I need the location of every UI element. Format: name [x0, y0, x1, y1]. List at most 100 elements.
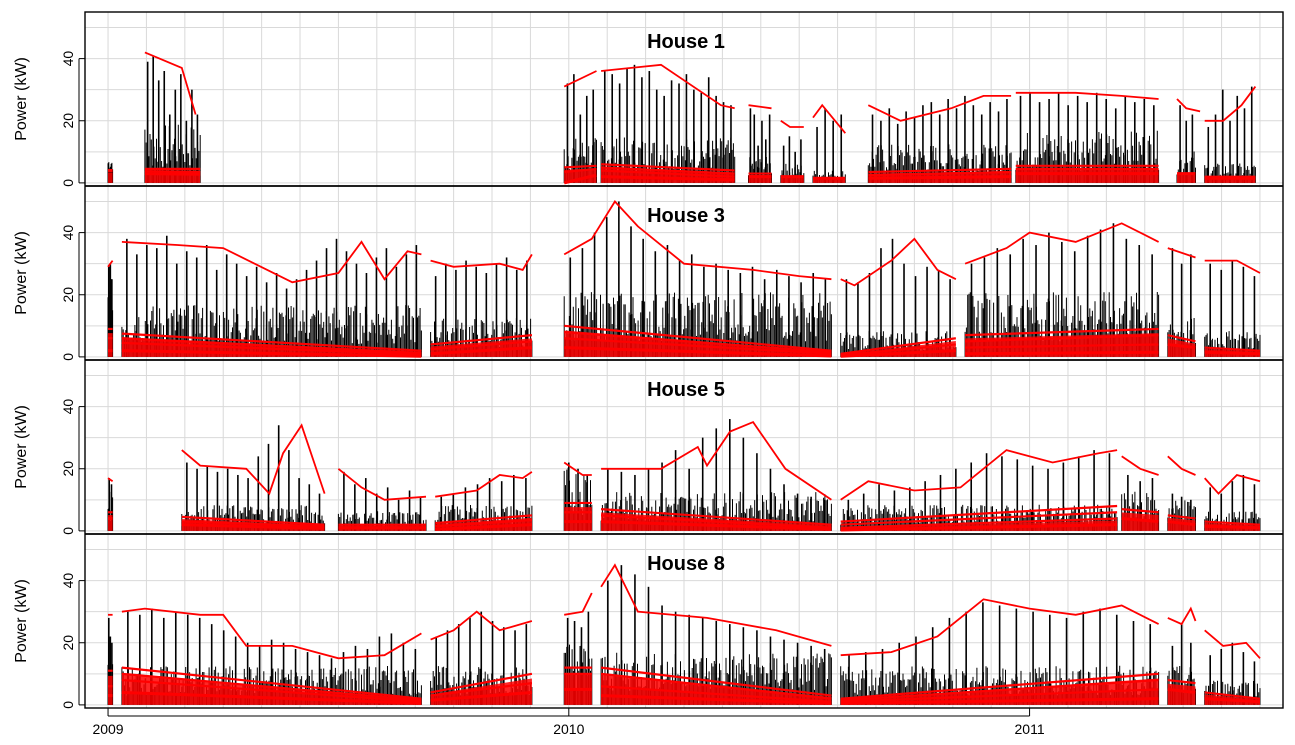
y-tick-label: 20: [60, 635, 76, 651]
panel-house-3: House 3 0 20 40 Power (kW): [13, 185, 1283, 361]
data-segment: [600, 63, 736, 183]
x-tick-label: 2011: [1015, 721, 1045, 737]
quantile-line: [430, 672, 533, 694]
data-segment: [563, 70, 597, 185]
quantile-area: [1121, 512, 1159, 531]
plot-frame: [84, 11, 1284, 709]
quantile-area: [108, 675, 113, 705]
panel-title: House 3: [647, 205, 725, 227]
max-envelope: [867, 95, 1012, 122]
quantile-line: [1204, 691, 1261, 700]
data-segment: [780, 120, 805, 183]
quantile-area: [564, 168, 597, 183]
quantile-area: [748, 174, 772, 183]
quantile-line: [564, 324, 832, 352]
y-tick-label: 40: [60, 399, 76, 415]
data-segment: [600, 419, 832, 531]
quantile-area: [868, 171, 1012, 183]
y-tick-label: 0: [60, 701, 76, 709]
quantile-area: [840, 678, 1159, 705]
y-axis-label: Power (kW): [13, 57, 30, 141]
data-segment: [600, 563, 832, 705]
quantile-line: [181, 515, 325, 526]
data-segment: [1167, 455, 1196, 531]
quantile-area: [1204, 522, 1260, 531]
y-axis-label: Power (kW): [13, 579, 30, 663]
data-segment: [1204, 86, 1257, 183]
quantile-area: [1167, 338, 1196, 357]
quantile-area: [121, 673, 422, 705]
quantile-area: [430, 338, 532, 357]
data-segment: [563, 592, 593, 705]
quantile-area: [1167, 517, 1196, 531]
panel-title: House 5: [647, 379, 725, 401]
max-envelope: [1204, 473, 1261, 495]
y-axis-label: Power (kW): [13, 231, 30, 315]
y-tick-label: 40: [60, 225, 76, 241]
max-envelope: [563, 461, 592, 476]
data-segment: [430, 610, 533, 705]
quantile-area: [564, 673, 592, 705]
max-envelope: [107, 260, 114, 268]
data-segment: [430, 253, 533, 357]
data-segment: [107, 613, 114, 705]
data-segment: [434, 471, 533, 531]
data-segment: [563, 200, 832, 358]
data-segment: [964, 222, 1160, 357]
max-envelope: [564, 592, 593, 616]
y-tick-label: 40: [60, 573, 76, 589]
quantile-area: [338, 525, 426, 531]
y-tick-label: 0: [60, 179, 76, 187]
quantile-area: [1204, 694, 1260, 705]
max-envelope: [1167, 606, 1197, 626]
panel-house-1: House 1 0 20 40 Power (kW): [13, 31, 1257, 187]
data-segment: [840, 237, 957, 358]
data-segment: [144, 51, 201, 183]
data-segment: [1167, 247, 1196, 357]
quantile-line: [121, 666, 422, 700]
data-segment: [107, 162, 114, 183]
data-segment: [1015, 91, 1160, 183]
data-segment: [748, 104, 772, 183]
y-tick-label: 0: [60, 527, 76, 535]
max-envelope: [107, 477, 114, 482]
data-segment: [1167, 606, 1197, 705]
quantile-line: [1167, 514, 1196, 520]
quantile-line: [840, 337, 957, 355]
panel-title: House 1: [647, 31, 725, 53]
quantile-line: [840, 672, 1159, 700]
max-envelope: [601, 420, 832, 501]
quantile-area: [564, 330, 832, 357]
quantile-line: [600, 666, 832, 697]
quantile-line: [868, 167, 1012, 174]
max-envelope: [600, 563, 832, 647]
data-segment: [337, 468, 427, 531]
quantile-area: [1177, 174, 1196, 183]
quantile-line: [564, 164, 597, 169]
quantile-line: [840, 504, 1118, 523]
max-envelope: [812, 103, 846, 134]
y-tick-label: 40: [60, 51, 76, 67]
max-envelope: [840, 598, 1160, 657]
quantile-area: [813, 178, 846, 183]
data-segment: [1204, 629, 1261, 705]
quantile-line: [1167, 334, 1196, 343]
max-envelope: [1167, 247, 1196, 259]
max-envelope: [840, 237, 957, 287]
data-segment: [181, 423, 326, 531]
quantile-line: [435, 514, 533, 525]
quantile-line: [600, 508, 832, 526]
max-envelope: [1015, 91, 1159, 100]
quantile-line: [965, 327, 1159, 337]
x-tick-label: 2009: [92, 721, 123, 737]
data-segment: [840, 449, 1118, 532]
data-segment: [840, 598, 1160, 705]
max-envelope: [430, 253, 533, 271]
data-segment: [1204, 473, 1261, 531]
quantile-area: [564, 507, 592, 531]
max-envelope: [1204, 259, 1261, 274]
data-segment: [107, 260, 114, 357]
max-envelope: [563, 70, 597, 88]
quantile-line: [1204, 346, 1261, 352]
